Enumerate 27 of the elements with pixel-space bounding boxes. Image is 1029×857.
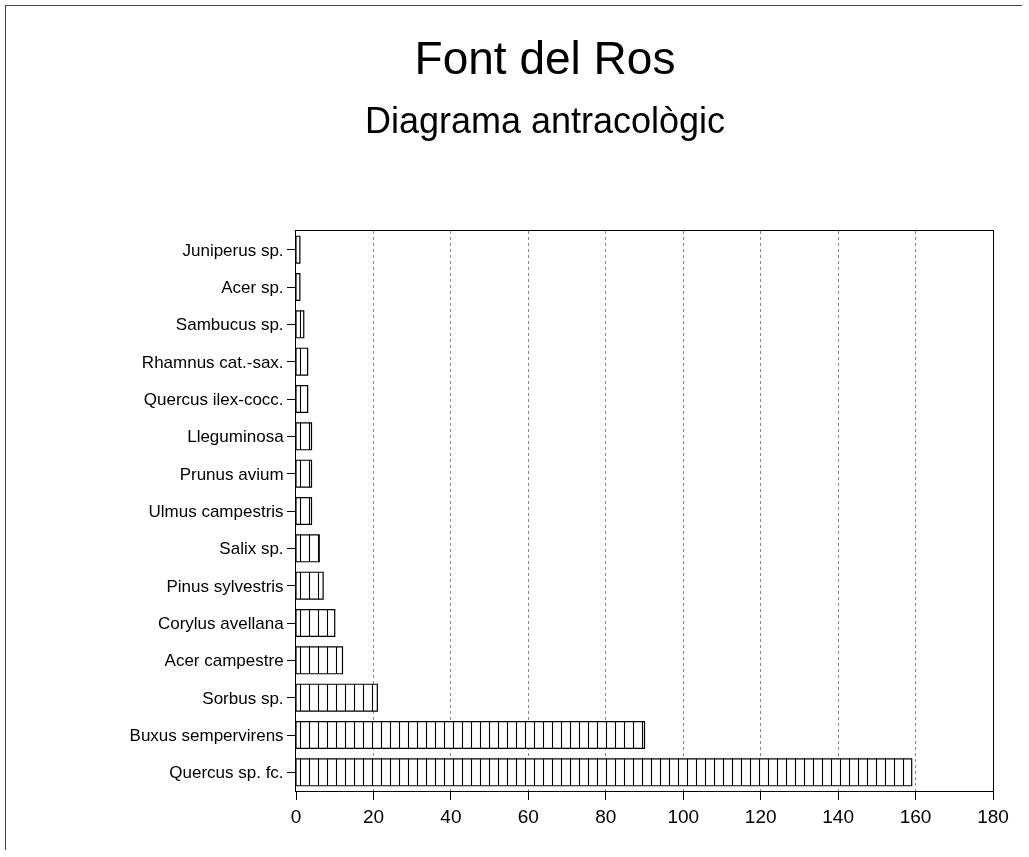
- x-tick-label: 140: [822, 805, 854, 827]
- y-tick-label: Sambucus sp.: [175, 315, 284, 335]
- x-tick-label: 20: [362, 805, 385, 827]
- y-tick-label: Buxus sempervirens: [129, 725, 284, 745]
- x-tick-label: 0: [290, 805, 302, 827]
- y-tick-label: Salix sp.: [219, 539, 284, 559]
- y-tick-label: Ulmus campestris: [148, 501, 284, 521]
- y-tick-label: Lleguminosa: [187, 427, 285, 447]
- y-tick-label: Pinus sylvestris: [166, 576, 284, 596]
- y-tick-label: Acer campestre: [164, 651, 284, 671]
- y-tick-label: Rhamnus cat.-sax.: [141, 352, 284, 372]
- chart-subtitle: Diagrama antracològic: [364, 100, 726, 142]
- y-tick-label: Prunus avium: [179, 464, 284, 484]
- x-tick-label: 60: [517, 805, 539, 827]
- y-tick-label: Sorbus sp.: [202, 688, 284, 708]
- x-tick-label: 180: [977, 805, 1009, 827]
- x-tick-label: 120: [744, 805, 777, 827]
- y-tick-label: Quercus sp. fc.: [169, 763, 284, 783]
- x-tick-label: 40: [440, 805, 462, 827]
- x-tick-label: 160: [899, 805, 932, 827]
- y-tick-label: Corylus avellana: [157, 613, 285, 633]
- x-tick-label: 80: [595, 805, 617, 827]
- x-tick-label: 100: [667, 805, 700, 827]
- chart-title: Font del Ros: [414, 31, 676, 84]
- y-tick-label: Acer sp.: [221, 277, 284, 297]
- y-tick-label: Juniperus sp.: [182, 240, 284, 260]
- y-tick-label: Quercus ilex-cocc.: [143, 389, 284, 409]
